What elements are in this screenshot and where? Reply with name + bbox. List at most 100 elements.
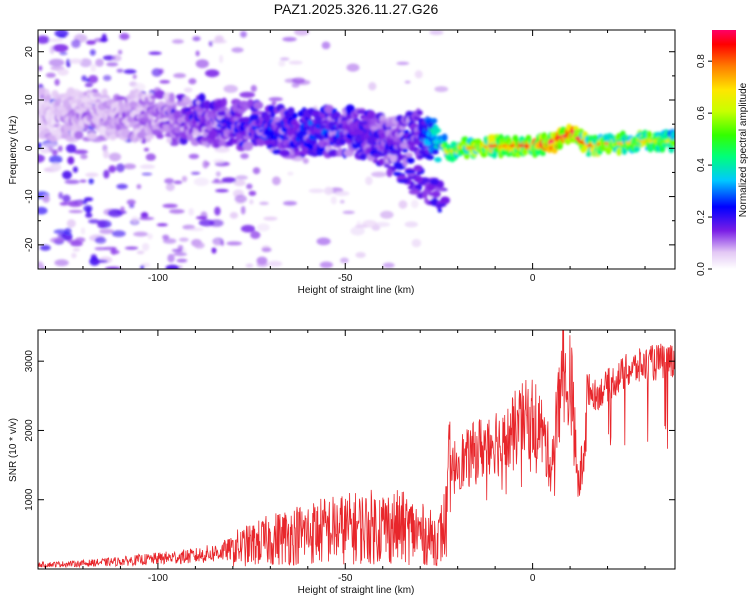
heatmap-ridge-cell — [43, 100, 51, 108]
snr-xlabel: Height of straight line (km) — [298, 585, 415, 596]
heatmap-ridge-cell — [241, 116, 252, 124]
heatmap-noise-cell — [124, 246, 139, 250]
colorbar-tick-label: 0.8 — [696, 54, 707, 68]
heatmap-ridge-cell — [92, 92, 102, 98]
heatmap-branch-cell — [392, 171, 402, 176]
snr-y-tick-label: 1000 — [24, 488, 35, 511]
heatmap-noise-cell — [85, 212, 93, 218]
heatmap-noise-cell — [72, 166, 78, 173]
heatmap-branch-cell — [428, 192, 435, 197]
heatmap-noise-cell — [231, 47, 244, 53]
heatmap-ridge-cell — [432, 128, 442, 133]
heatmap-noise-cell — [83, 197, 94, 202]
snr-x-tick-label: -100 — [148, 573, 168, 584]
heatmap-branch-cell — [431, 190, 441, 198]
heatmap-noise-cell — [164, 178, 175, 184]
heatmap-ridge-cell — [279, 149, 291, 157]
heatmap-noise-cell — [79, 179, 87, 183]
heatmap-noise-cell — [66, 219, 76, 228]
heatmap-noise-cell — [319, 261, 333, 269]
heatmap-noise-cell — [248, 190, 257, 196]
heatmap-ridge-cell — [572, 125, 579, 131]
heatmap-ridge-cell — [425, 155, 435, 161]
heatmap-noise-cell — [188, 208, 194, 216]
heatmap-noise-cell — [346, 63, 360, 72]
heatmap-ridge-cell — [198, 93, 206, 103]
heatmap-ridge-cell — [371, 153, 382, 158]
heatmap-branch-cell — [411, 168, 424, 172]
heatmap-noise-cell — [140, 265, 145, 269]
heatmap-noise-cell — [271, 101, 277, 106]
heatmap-noise-cell — [80, 154, 88, 160]
heatmap-ridge-cell — [671, 132, 675, 139]
heatmap-noise-cell — [83, 205, 93, 213]
heatmap-branch-cell — [437, 208, 442, 213]
heatmap-noise-cell — [108, 152, 122, 162]
heatmap-branch-cell — [440, 196, 450, 205]
heatmap-ridge-cell — [390, 150, 399, 155]
spectrogram-y-tick-label: 10 — [24, 94, 35, 106]
heatmap-noise-cell — [136, 184, 142, 190]
figure-title: PAZ1.2025.326.11.27.G26 — [274, 1, 439, 17]
colorbar-gradient — [712, 30, 736, 269]
heatmap-noise-cell — [133, 231, 149, 237]
heatmap-noise-cell — [40, 147, 50, 154]
heatmap-noise-cell — [240, 153, 249, 160]
heatmap-noise-cell — [321, 41, 331, 50]
heatmap-noise-cell — [38, 65, 43, 71]
heatmap-noise-cell — [162, 234, 170, 240]
heatmap-noise-cell — [211, 247, 217, 254]
heatmap-noise-cell — [195, 216, 208, 220]
heatmap-ridge-cell — [646, 130, 653, 139]
spectrogram-x-tick-label: -100 — [148, 273, 168, 284]
heatmap-noise-cell — [49, 155, 63, 164]
heatmap-noise-cell — [195, 50, 200, 57]
heatmap-ridge-cell — [418, 149, 427, 155]
heatmap-ridge-cell — [405, 152, 413, 158]
heatmap-noise-cell — [162, 203, 178, 208]
heatmap-noise-cell — [167, 253, 175, 263]
heatmap-ridge-cell — [45, 94, 52, 101]
heatmap-noise-cell — [141, 243, 150, 251]
heatmap-noise-cell — [50, 163, 62, 172]
colorbar-tick-label: 0.2 — [696, 210, 707, 224]
heatmap-noise-cell — [51, 149, 58, 156]
heatmap-noise-cell — [330, 196, 337, 205]
heatmap-noise-cell — [173, 180, 183, 185]
heatmap-noise-cell — [59, 51, 68, 56]
heatmap-noise-cell — [71, 39, 81, 48]
heatmap-noise-cell — [398, 200, 408, 209]
snr-x-tick-label: 0 — [530, 573, 536, 584]
heatmap-noise-cell — [261, 247, 272, 252]
heatmap-noise-cell — [132, 74, 137, 80]
heatmap-ridge-cell — [203, 100, 211, 110]
heatmap-noise-cell — [57, 68, 69, 76]
heatmap-noise-cell — [48, 38, 63, 42]
spectrogram-ylabel: Frequency (Hz) — [8, 116, 19, 185]
heatmap-ridge-cell — [671, 139, 675, 147]
heatmap-noise-cell — [107, 209, 123, 218]
snr-y-tick-label: 2000 — [24, 419, 35, 442]
heatmap-noise-cell — [429, 30, 444, 35]
heatmap-noise-cell — [340, 200, 345, 204]
heatmap-ridge-cell — [616, 147, 622, 156]
heatmap-noise-cell — [404, 80, 411, 84]
colorbar-tick-label: 0.4 — [696, 158, 707, 172]
heatmap-noise-cell — [396, 61, 410, 65]
heatmap-noise-cell — [214, 146, 230, 153]
heatmap-noise-cell — [73, 149, 88, 155]
heatmap-ridge-cell — [389, 152, 398, 163]
heatmap-ridge-cell — [292, 112, 298, 120]
heatmap-ridge-cell — [105, 128, 117, 133]
heatmap-noise-cell — [90, 63, 97, 72]
heatmap-noise-cell — [187, 227, 204, 232]
heatmap-ridge-cell — [191, 131, 202, 137]
heatmap-noise-cell — [316, 237, 331, 246]
heatmap-noise-cell — [105, 266, 121, 269]
heatmap-noise-cell — [96, 219, 107, 229]
heatmap-noise-cell — [283, 201, 297, 206]
heatmap-noise-cell — [38, 154, 45, 163]
spectrogram-y-tick-label: 20 — [24, 46, 35, 58]
heatmap-noise-cell — [340, 257, 349, 264]
heatmap-noise-cell — [71, 252, 77, 259]
